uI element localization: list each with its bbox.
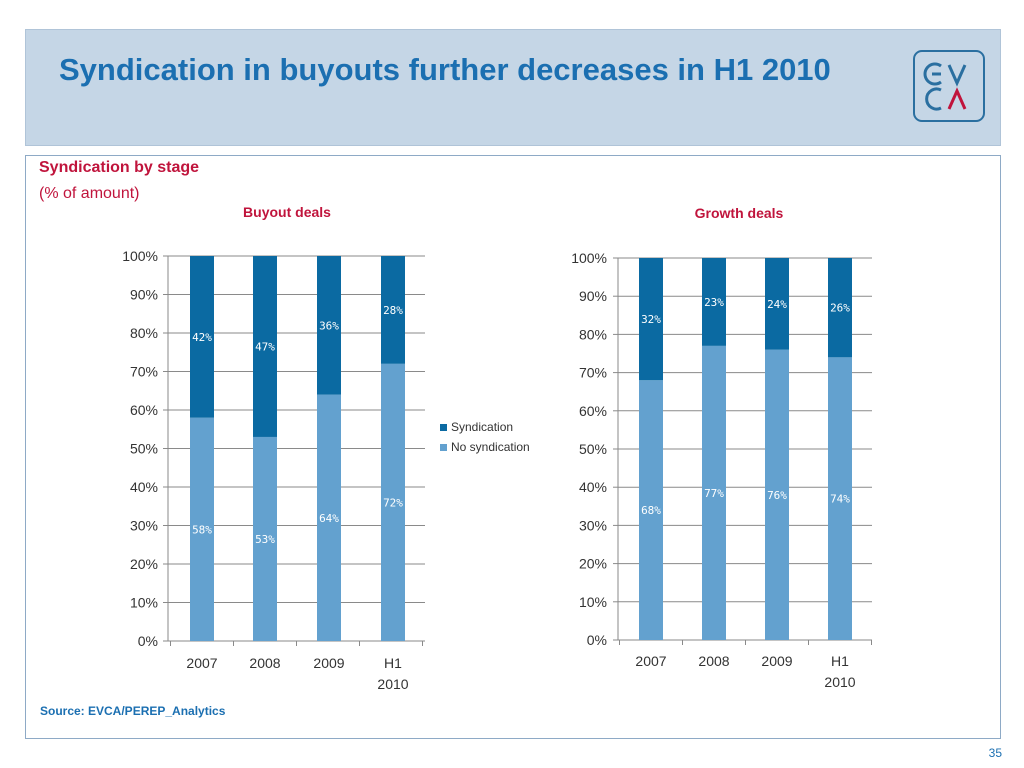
y-tick-label: 60% bbox=[130, 402, 158, 418]
y-tick-label: 100% bbox=[571, 250, 607, 266]
x-category-label: 2007 bbox=[186, 655, 217, 671]
x-category-label: 2010 bbox=[824, 674, 855, 690]
evca-logo-icon bbox=[923, 62, 967, 111]
page-number: 35 bbox=[988, 746, 1002, 760]
data-label: 32% bbox=[641, 313, 661, 326]
bar-buyout-syndication bbox=[253, 256, 277, 437]
chart-title-growth: Growth deals bbox=[695, 205, 784, 221]
data-label: 24% bbox=[767, 298, 787, 311]
data-label: 26% bbox=[830, 302, 850, 315]
y-tick-label: 30% bbox=[579, 517, 607, 533]
y-tick-label: 0% bbox=[587, 632, 607, 648]
data-label: 74% bbox=[830, 493, 850, 506]
evca-logo bbox=[913, 50, 985, 122]
data-label: 58% bbox=[192, 523, 212, 536]
bar-growth-no-syndication bbox=[765, 349, 789, 640]
data-label: 28% bbox=[383, 304, 403, 317]
y-tick-label: 90% bbox=[579, 288, 607, 304]
slide-title: Syndication in buyouts further decreases… bbox=[59, 52, 831, 87]
slide-header: Syndication in buyouts further decreases… bbox=[25, 29, 1001, 146]
data-label: 53% bbox=[255, 533, 275, 546]
legend-swatch bbox=[440, 444, 447, 451]
bar-growth-syndication bbox=[765, 258, 789, 350]
y-tick-label: 70% bbox=[579, 365, 607, 381]
legend-label: Syndication bbox=[451, 420, 513, 434]
section-subtitle: Syndication by stage bbox=[39, 159, 200, 176]
x-category-label: 2010 bbox=[377, 676, 408, 692]
data-label: 72% bbox=[383, 496, 403, 509]
bar-buyout-syndication bbox=[190, 256, 214, 418]
bar-buyout-no-syndication bbox=[253, 436, 277, 641]
section-unit-note: (% of amount) bbox=[39, 185, 140, 202]
bar-growth-no-syndication bbox=[702, 345, 726, 640]
bar-growth-syndication bbox=[639, 258, 663, 381]
y-tick-label: 40% bbox=[579, 479, 607, 495]
y-tick-label: 60% bbox=[579, 403, 607, 419]
y-tick-label: 50% bbox=[579, 441, 607, 457]
y-tick-label: 80% bbox=[579, 326, 607, 342]
x-category-label: 2008 bbox=[249, 655, 280, 671]
bar-buyout-no-syndication bbox=[317, 394, 341, 641]
data-label: 42% bbox=[192, 331, 212, 344]
data-label: 47% bbox=[255, 340, 275, 353]
y-tick-label: 80% bbox=[130, 325, 158, 341]
data-label: 64% bbox=[319, 512, 339, 525]
y-tick-label: 10% bbox=[130, 595, 158, 611]
source-note: Source: EVCA/PEREP_Analytics bbox=[40, 704, 226, 718]
x-category-label: 2007 bbox=[635, 653, 666, 669]
y-tick-label: 0% bbox=[138, 633, 158, 649]
y-tick-label: 20% bbox=[130, 556, 158, 572]
y-tick-label: 40% bbox=[130, 479, 158, 495]
legend-swatch bbox=[440, 424, 447, 431]
bar-growth-no-syndication bbox=[828, 357, 852, 640]
x-category-label: 2009 bbox=[761, 653, 792, 669]
data-label: 76% bbox=[767, 489, 787, 502]
data-label: 68% bbox=[641, 504, 661, 517]
y-tick-label: 70% bbox=[130, 364, 158, 380]
bar-buyout-no-syndication bbox=[381, 363, 405, 641]
data-label: 23% bbox=[704, 296, 724, 309]
y-tick-label: 30% bbox=[130, 518, 158, 534]
y-tick-label: 50% bbox=[130, 441, 158, 457]
bar-growth-no-syndication bbox=[639, 380, 663, 640]
data-label: 36% bbox=[319, 319, 339, 332]
bar-buyout-syndication bbox=[381, 256, 405, 364]
y-tick-label: 10% bbox=[579, 594, 607, 610]
chart-title-buyout: Buyout deals bbox=[243, 204, 331, 220]
bar-buyout-no-syndication bbox=[190, 417, 214, 641]
x-category-label: H1 bbox=[384, 655, 402, 671]
x-category-label: 2009 bbox=[313, 655, 344, 671]
x-category-label: H1 bbox=[831, 653, 849, 669]
y-tick-label: 20% bbox=[579, 556, 607, 572]
y-tick-label: 90% bbox=[130, 287, 158, 303]
bar-growth-syndication bbox=[702, 258, 726, 346]
x-category-label: 2008 bbox=[698, 653, 729, 669]
legend-label: No syndication bbox=[451, 440, 530, 454]
y-tick-label: 100% bbox=[122, 248, 158, 264]
bar-buyout-syndication bbox=[317, 256, 341, 395]
data-label: 77% bbox=[704, 487, 724, 500]
bar-growth-syndication bbox=[828, 258, 852, 358]
